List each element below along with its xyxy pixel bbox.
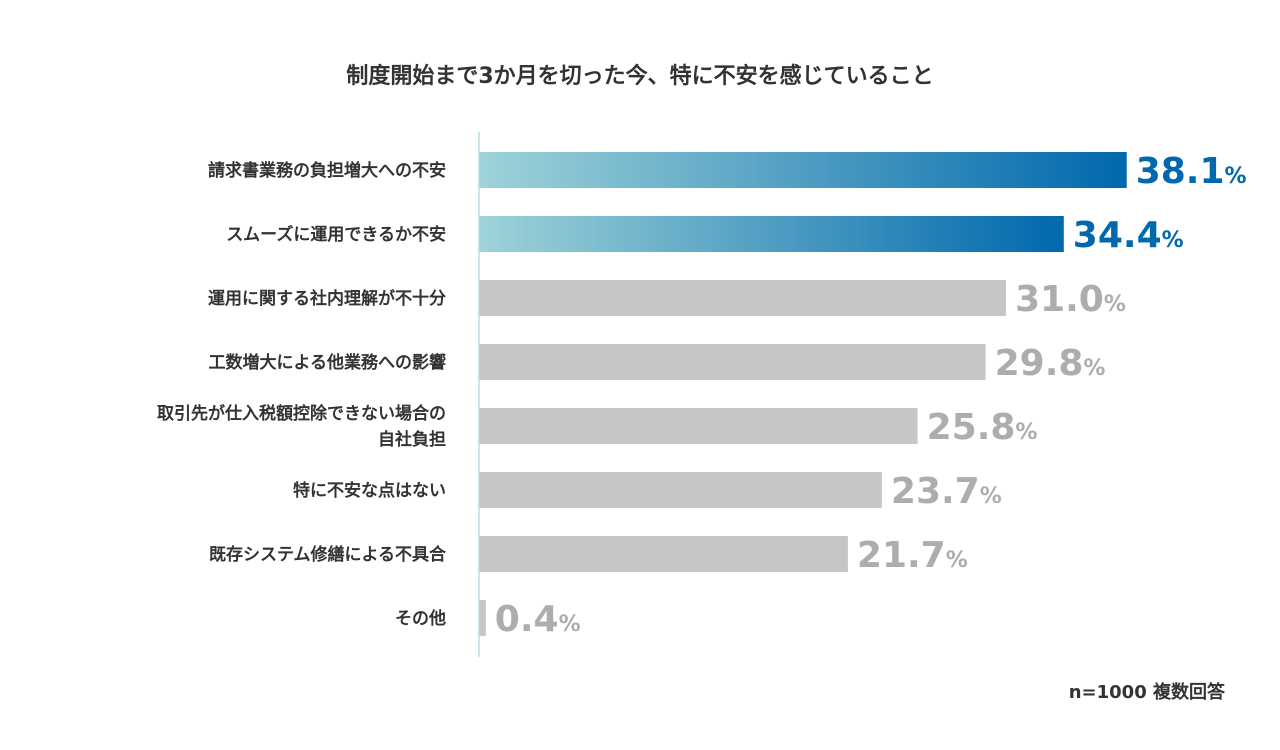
value-label-2: 34.4% [1073,215,1184,256]
bar-5 [479,408,918,444]
category-label-5-line-1: 取引先が仕入税額控除できない場合の [157,403,446,424]
value-label-3: 31.0% [1015,279,1126,320]
category-label-4: 工数増大による他業務への影響 [209,352,447,373]
bar-4 [479,344,986,380]
category-label-1: 請求書業務の負担増大への不安 [208,160,446,181]
value-label-7: 21.7% [857,535,968,576]
category-label-5-line-2: 自社負担 [378,429,446,450]
value-label-1: 38.1% [1136,151,1247,192]
category-label-3: 運用に関する社内理解が不十分 [208,288,446,309]
value-label-8: 0.4% [495,599,581,640]
value-label-6: 23.7% [891,471,1002,512]
bar-3 [479,280,1006,316]
chart-title: 制度開始まで3か月を切った今、特に不安を感じていること [346,64,934,89]
bar-1 [479,152,1127,188]
bar-8 [479,600,486,636]
sample-note: n=1000 複数回答 [1068,682,1225,703]
bars-group: 請求書業務の負担増大への不安 38.1% スムーズに運用できるか不安 34.4% 運用に… [157,151,1247,640]
value-label-5: 25.8% [927,407,1038,448]
category-label-6: 特に不安な点はない [293,480,446,501]
category-label-7: 既存システム修繕による不具合 [209,544,447,565]
category-label-2: スムーズに運用できるか不安 [226,224,446,245]
bar-2 [479,216,1064,252]
bar-7 [479,536,848,572]
category-label-8: その他 [395,608,446,629]
bar-6 [479,472,882,508]
value-label-4: 29.8% [995,343,1106,384]
